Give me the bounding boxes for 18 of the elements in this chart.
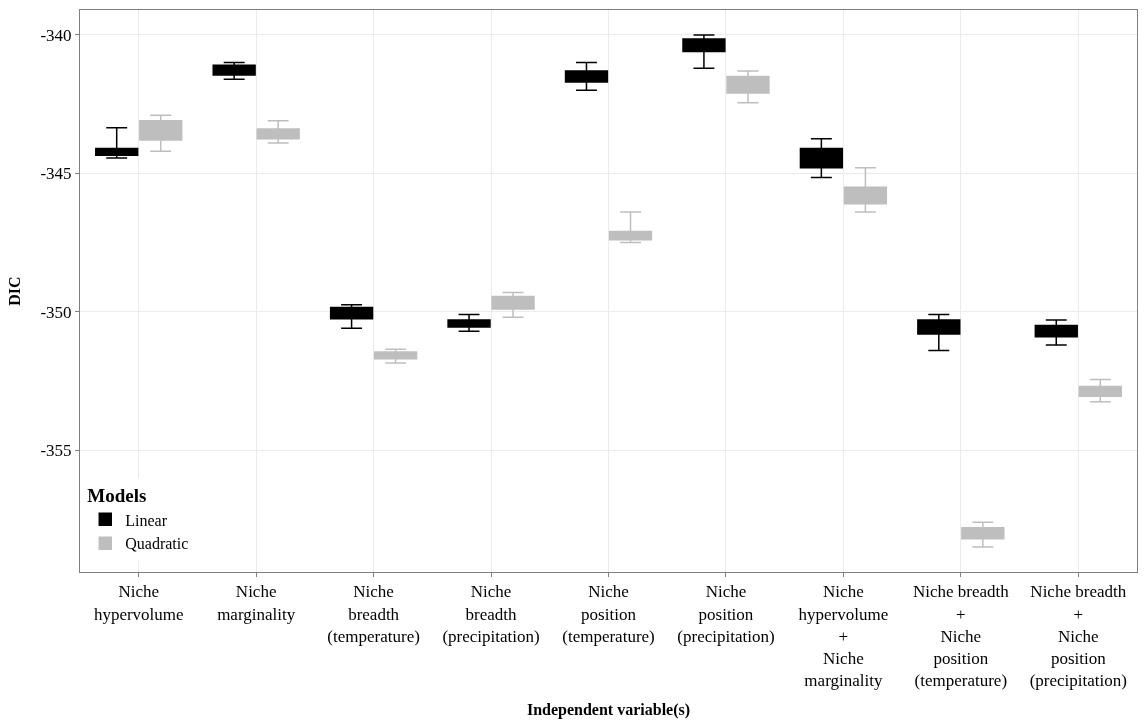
x-tick-label: Niche hypervolume [93,582,184,624]
legend-label: Quadratic [125,535,189,553]
x-tick-label: Niche hypervolume + Niche marginality [798,582,889,690]
x-tick-label: Niche marginality [217,582,296,624]
y-tick-label: -340 [40,25,72,45]
x-tick-label: Niche breadth (temperature) [327,582,420,646]
legend-title: Models [87,485,147,507]
x-tick-label: Niche position (precipitation) [677,582,775,646]
y-axis-title: DIC [6,276,24,306]
y-tick-label: -355 [40,441,72,461]
legend-label: Linear [125,511,168,529]
x-tick-label: Niche position (temperature) [562,582,655,646]
x-tick-label: Niche breadth + Niche position (temperature) [912,582,1010,690]
x-axis-title: Independent variable(s) [526,701,691,720]
y-tick-label: -350 [40,302,72,322]
x-tick-label: Niche breadth (precipitation) [442,582,540,646]
x-tick-label: Niche breadth + Niche position (precipitation) [1029,582,1127,690]
y-tick-label: -345 [40,164,72,184]
